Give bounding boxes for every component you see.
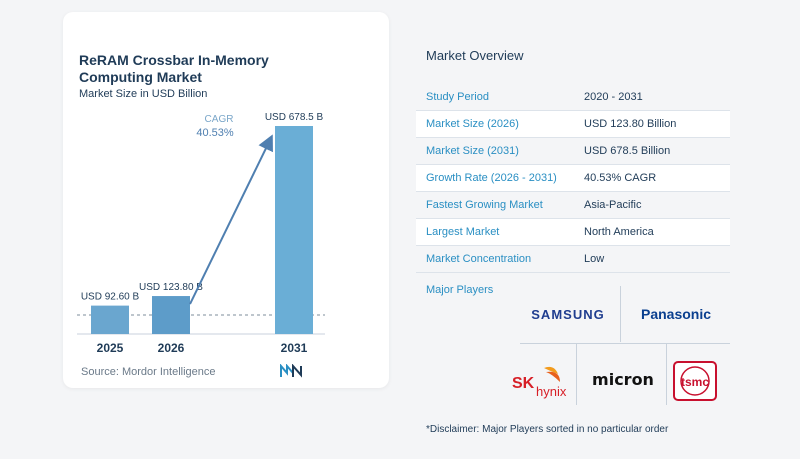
sk-text: SK (512, 375, 535, 392)
samsung-logo: SAMSUNG (531, 306, 605, 322)
micron-logo: micron (592, 369, 654, 389)
overview-row: Study Period 2020 - 2031 (416, 84, 730, 111)
overview-value: 40.53% CAGR (584, 172, 657, 184)
bar (91, 305, 129, 334)
bar (275, 126, 313, 334)
overview-row: Fastest Growing Market Asia-Pacific (416, 192, 730, 219)
overview-value: USD 123.80 Billion (584, 118, 677, 130)
overview-value: 2020 - 2031 (584, 91, 643, 103)
overview-row: Growth Rate (2026 - 2031) 40.53% CAGR (416, 165, 730, 192)
overview-label: Growth Rate (2026 - 2031) (426, 172, 557, 184)
x-tick-label: 2025 (97, 341, 124, 355)
overview-label: Market Size (2031) (426, 145, 519, 157)
tsmc-text: tsmc (681, 375, 709, 389)
overview-label: Study Period (426, 91, 489, 103)
mordor-logo-icon (280, 364, 302, 378)
logo-divider (620, 286, 621, 342)
cagr-label: CAGR (205, 114, 234, 125)
logo-divider (520, 343, 730, 344)
overview-label: Largest Market (426, 226, 500, 238)
overview-value: Asia-Pacific (584, 199, 642, 211)
overview-label: Fastest Growing Market (426, 199, 543, 211)
overview-value: North America (584, 226, 654, 238)
overview-row: Market Size (2026) USD 123.80 Billion (416, 111, 730, 138)
x-tick-label: 2031 (281, 341, 308, 355)
chart-subtitle: Market Size in USD Billion (79, 88, 208, 100)
cagr-arrow (189, 134, 273, 305)
overview-row: Market Size (2031) USD 678.5 Billion (416, 138, 730, 165)
panasonic-logo: Panasonic (640, 306, 712, 322)
overview-value: Low (584, 253, 605, 265)
data-label: USD 678.5 B (265, 112, 324, 123)
overview-label: Market Size (2026) (426, 118, 519, 130)
data-label: USD 123.80 B (139, 282, 203, 293)
overview-value: USD 678.5 Billion (584, 145, 671, 157)
source-label: Source: Mordor Intelligence (81, 366, 216, 378)
overview-title: Market Overview (426, 48, 524, 63)
logo-divider (666, 343, 667, 405)
cagr-value: 40.53% (196, 127, 234, 139)
overview-row: Market Concentration Low (416, 246, 730, 273)
chart-title: ReRAM Crossbar In-Memory Computing Marke… (79, 52, 269, 85)
logo-divider (576, 343, 577, 405)
bar-chart: 2025 USD 92.60 B 2026 USD 123.80 B 2031 USD 6… (77, 112, 325, 355)
major-players-title: Major Players (426, 284, 494, 296)
x-tick-label: 2026 (158, 341, 185, 355)
overview-table: Study Period 2020 - 2031 Market Size (20… (416, 84, 730, 273)
tsmc-logo: tsmc (670, 358, 720, 404)
overview-label: Market Concentration (426, 253, 532, 265)
data-label: USD 92.60 B (81, 292, 140, 303)
disclaimer: *Disclaimer: Major Players sorted in no … (426, 424, 669, 435)
bar (152, 296, 190, 334)
hynix-text: hynix (536, 384, 567, 399)
sk-hynix-logo: SK hynix (508, 360, 576, 406)
overview-row: Largest Market North America (416, 219, 730, 246)
